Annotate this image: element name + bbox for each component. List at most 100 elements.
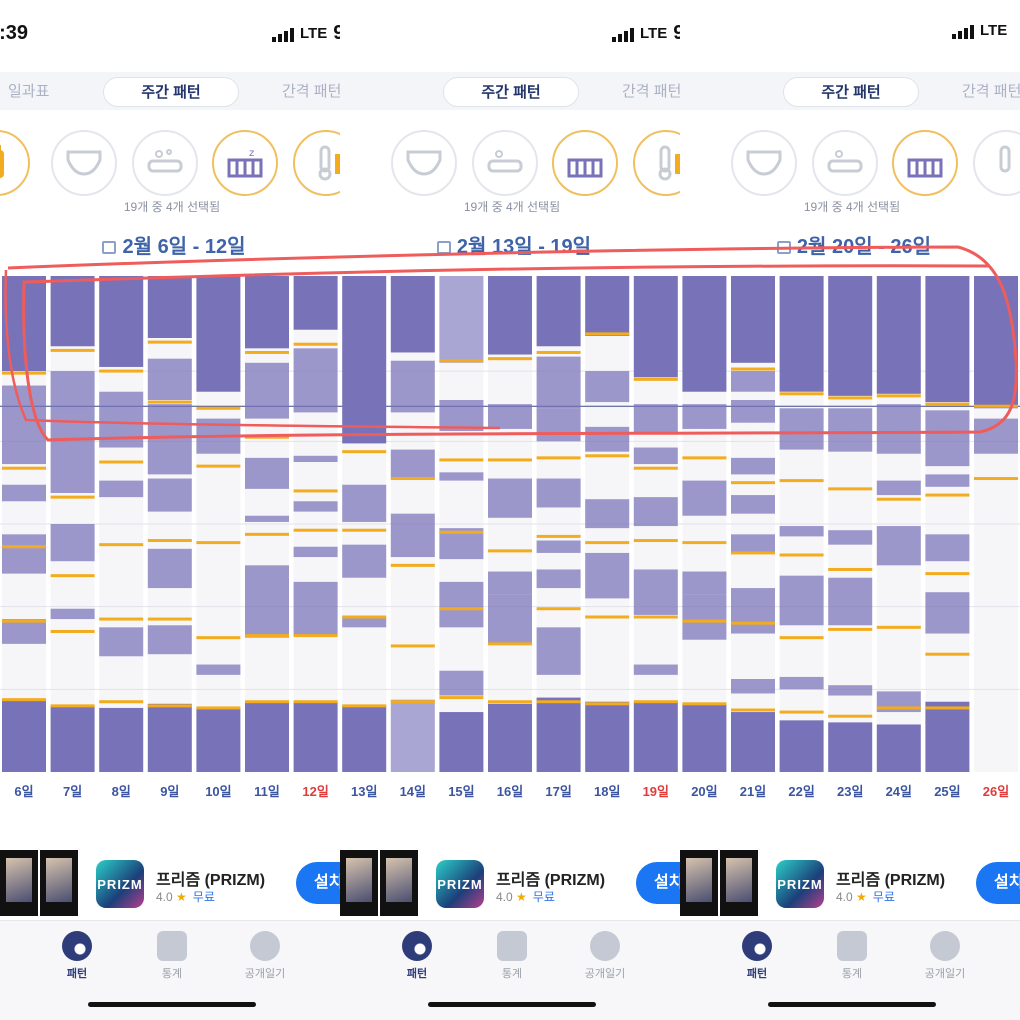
crib-sleep-icon[interactable] (552, 130, 618, 196)
sleep-block (342, 484, 387, 522)
day-label: 18일 (594, 784, 620, 799)
crib-sleep-icon[interactable] (892, 130, 958, 196)
ad-app-logo: PRIZM (436, 860, 484, 908)
sleep-block (196, 664, 241, 675)
sleep-block (147, 478, 192, 512)
sleep-block (342, 276, 387, 444)
diaper-icon[interactable] (51, 130, 117, 196)
feed-mark (731, 481, 775, 485)
sleep-block (245, 565, 289, 638)
week-range[interactable]: 2월 6일 - 12일 (4, 230, 340, 259)
home-indicator (768, 1002, 936, 1007)
sleep-block (390, 449, 435, 479)
bar-chart-icon (837, 931, 867, 961)
sleep-block (488, 703, 532, 772)
nav-stats[interactable]: 통계 (137, 931, 207, 981)
tab-interval-pattern[interactable]: 간격 패턴 (282, 83, 340, 100)
sleep-block (731, 371, 775, 392)
sleep-block (439, 581, 484, 628)
nav-pattern[interactable]: 패턴 (42, 931, 112, 981)
feed-mark (2, 371, 46, 375)
calendar-icon (102, 241, 117, 254)
bath-icon[interactable] (132, 130, 198, 196)
globe-icon (930, 931, 960, 961)
sleep-block (245, 457, 289, 489)
feed-mark (488, 549, 532, 553)
sleep-block (585, 371, 630, 403)
sleep-block (50, 705, 95, 772)
nav-diary[interactable]: 공개일기 (570, 931, 640, 981)
feed-mark (633, 700, 678, 704)
feed-mark (925, 493, 970, 497)
status-signal: LTE (952, 22, 1007, 39)
nav-stats[interactable]: 통계 (817, 931, 887, 981)
sleep-block (731, 457, 775, 475)
network-label: LTE (300, 25, 328, 42)
calendar-icon (436, 241, 451, 254)
feed-mark (245, 435, 289, 439)
thermometer-icon[interactable] (293, 130, 340, 196)
tab-interval-pattern[interactable]: 간격 패턴 (622, 83, 680, 100)
feed-mark (245, 634, 289, 638)
thermometer-icon[interactable] (633, 130, 680, 196)
feed-mark (245, 350, 289, 354)
crib-sleep-icon[interactable]: z (212, 130, 278, 196)
feed-mark (633, 466, 678, 470)
bottle-icon[interactable] (0, 130, 30, 196)
sleep-block (779, 720, 824, 772)
ad-banner[interactable]: PRIZM 프리즘 (PRIZM) 4.0 ★ 무료 설치 (340, 848, 680, 918)
day-label: 24일 (886, 784, 912, 799)
signal-icon (952, 23, 974, 39)
sleep-block (99, 707, 144, 772)
sleep-block (2, 385, 46, 465)
tab-weekly-pattern[interactable]: 주간 패턴 (783, 77, 919, 107)
day-label: 12일 (302, 784, 328, 799)
sleep-block (2, 276, 46, 372)
sleep-block (585, 701, 630, 772)
sleep-block (293, 501, 338, 512)
feed-mark (390, 644, 435, 648)
feed-mark (585, 332, 630, 336)
feed-mark (779, 392, 824, 396)
bath-icon[interactable] (812, 130, 878, 196)
diaper-icon[interactable] (391, 130, 457, 196)
nav-pattern[interactable]: 패턴 (722, 931, 792, 981)
nav-stats[interactable]: 통계 (477, 931, 547, 981)
day-label: 7일 (63, 784, 82, 799)
sleep-block (50, 371, 95, 415)
feed-mark (974, 404, 1018, 408)
tab-interval-pattern[interactable]: 간격 패턴 (962, 83, 1020, 100)
thermometer-icon[interactable] (973, 130, 1020, 196)
sleep-block (828, 408, 873, 452)
tab-daily[interactable]: 일과표 (8, 83, 50, 100)
sleep-block (439, 712, 484, 772)
feed-mark (293, 342, 338, 346)
week-range[interactable]: 2월 13일 - 19일 (344, 230, 680, 259)
feed-mark (585, 541, 630, 545)
diaper-icon[interactable] (731, 130, 797, 196)
ad-banner[interactable]: PRIZM 프리즘 (PRIZM) 4.0 ★ 무료 설치 (0, 848, 340, 918)
feed-mark (147, 539, 192, 543)
nav-pattern[interactable]: 패턴 (382, 931, 452, 981)
ad-rating: 4.0 ★ 무료 (836, 890, 895, 904)
nav-diary[interactable]: 공개일기 (230, 931, 300, 981)
tab-weekly-pattern[interactable]: 주간 패턴 (443, 77, 579, 107)
feed-mark (731, 367, 775, 371)
feed-mark (390, 700, 435, 704)
sleep-pattern-chart: 6일 7일 8일 9일 10일 11일 12일 13일 14일 15일 16일 17일 18일 19일 20… (0, 272, 1020, 812)
ad-install-button[interactable]: 설치 (976, 862, 1020, 904)
ad-banner[interactable]: PRIZM 프리즘 (PRIZM) 4.0 ★ 무료 설치 (680, 848, 1020, 918)
sleep-block (876, 404, 921, 454)
bath-icon[interactable] (472, 130, 538, 196)
sleep-block (536, 569, 581, 589)
ad-install-button[interactable]: 설치 (636, 862, 680, 904)
tab-weekly-pattern[interactable]: 주간 패턴 (103, 77, 239, 107)
week-range[interactable]: 2월 20일 - 26일 (684, 230, 1020, 259)
feed-mark (99, 369, 144, 373)
feed-mark (585, 454, 630, 458)
feed-mark (876, 394, 921, 398)
ad-install-button[interactable]: 설치 (296, 862, 340, 904)
feed-mark (536, 534, 581, 538)
nav-diary[interactable]: 공개일기 (910, 931, 980, 981)
feed-mark (390, 563, 435, 567)
